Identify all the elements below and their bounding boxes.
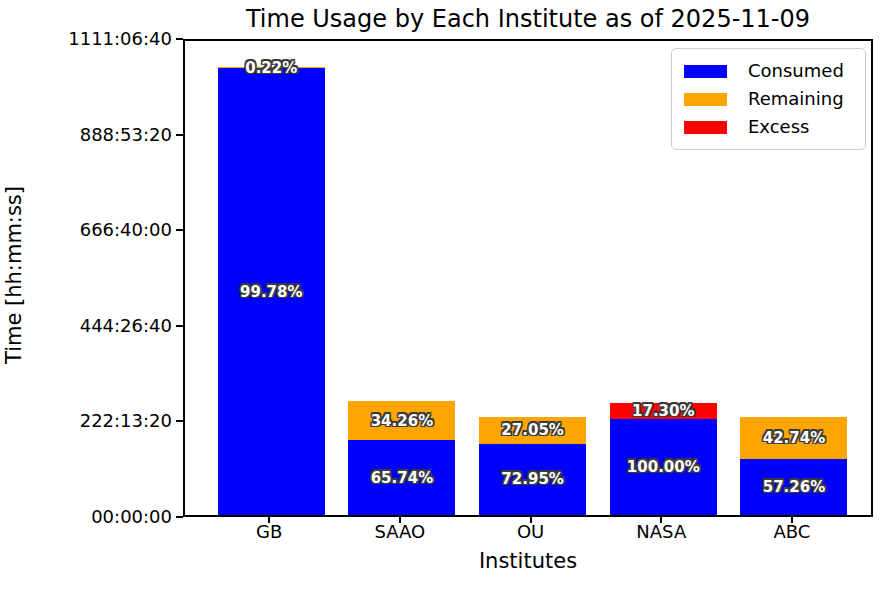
- y-tick-mark: [176, 325, 183, 327]
- legend-label: Remaining: [748, 88, 844, 110]
- bar-percent-label: 99.78%: [240, 284, 302, 299]
- x-tick-label-gb: GB: [209, 522, 329, 542]
- x-tick-label-abc: ABC: [732, 522, 852, 542]
- y-tick-label: 00:00:00: [12, 507, 172, 527]
- bar-segment-remaining-ou: 27.05%: [479, 417, 586, 444]
- bar-segment-consumed-abc: 57.26%: [740, 459, 847, 515]
- bar-segment-excess-nasa: 17.30%: [610, 403, 717, 420]
- legend-label: Consumed: [748, 60, 844, 82]
- x-tick-label-saao: SAAO: [340, 522, 460, 542]
- bar-segment-consumed-ou: 72.95%: [479, 444, 586, 515]
- bar-percent-label: 27.05%: [501, 423, 563, 438]
- y-tick-mark: [176, 38, 183, 40]
- y-tick-mark: [176, 516, 183, 518]
- legend-item-remaining: Remaining: [684, 87, 853, 111]
- bar-segment-remaining-gb: 0.22%: [218, 67, 325, 68]
- bar-percent-label: 100.00%: [627, 460, 700, 475]
- bar-segment-remaining-abc: 42.74%: [740, 417, 847, 459]
- x-tick-label-nasa: NASA: [601, 522, 721, 542]
- legend-item-consumed: Consumed: [684, 59, 853, 83]
- figure: Time Usage by Each Institute as of 2025-…: [0, 0, 889, 590]
- x-tick-label-ou: OU: [471, 522, 591, 542]
- bar-segment-consumed-gb: 99.78%: [218, 68, 325, 515]
- bar-percent-label: 57.26%: [763, 479, 825, 494]
- y-tick-label: 666:40:00: [12, 220, 172, 240]
- legend-label: Excess: [748, 116, 809, 138]
- y-tick-mark: [176, 134, 183, 136]
- bar-segment-consumed-saao: 65.74%: [348, 440, 455, 515]
- legend-swatch-excess: [684, 121, 727, 134]
- x-axis-label: Institutes: [183, 549, 873, 573]
- bar-percent-label: 42.74%: [763, 430, 825, 445]
- bar-percent-label: 0.22%: [245, 60, 297, 75]
- legend-swatch-consumed: [684, 65, 727, 78]
- y-tick-label: 888:53:20: [12, 125, 172, 145]
- bar-segment-consumed-nasa: 100.00%: [610, 419, 717, 515]
- y-tick-label: 222:13:20: [12, 411, 172, 431]
- bar-percent-label: 65.74%: [371, 470, 433, 485]
- legend-item-excess: Excess: [684, 115, 853, 139]
- y-tick-mark: [176, 420, 183, 422]
- bar-segment-remaining-saao: 34.26%: [348, 401, 455, 440]
- legend: Consumed Remaining Excess: [671, 48, 866, 150]
- bar-percent-label: 72.95%: [501, 472, 563, 487]
- bar-percent-label: 34.26%: [371, 413, 433, 428]
- legend-swatch-remaining: [684, 93, 727, 106]
- y-tick-mark: [176, 229, 183, 231]
- y-tick-label: 1111:06:40: [12, 29, 172, 49]
- y-tick-label: 444:26:40: [12, 316, 172, 336]
- chart-title: Time Usage by Each Institute as of 2025-…: [183, 5, 873, 33]
- bar-percent-label: 17.30%: [632, 404, 694, 419]
- y-axis-label: Time [hh:mm:ss]: [2, 175, 26, 375]
